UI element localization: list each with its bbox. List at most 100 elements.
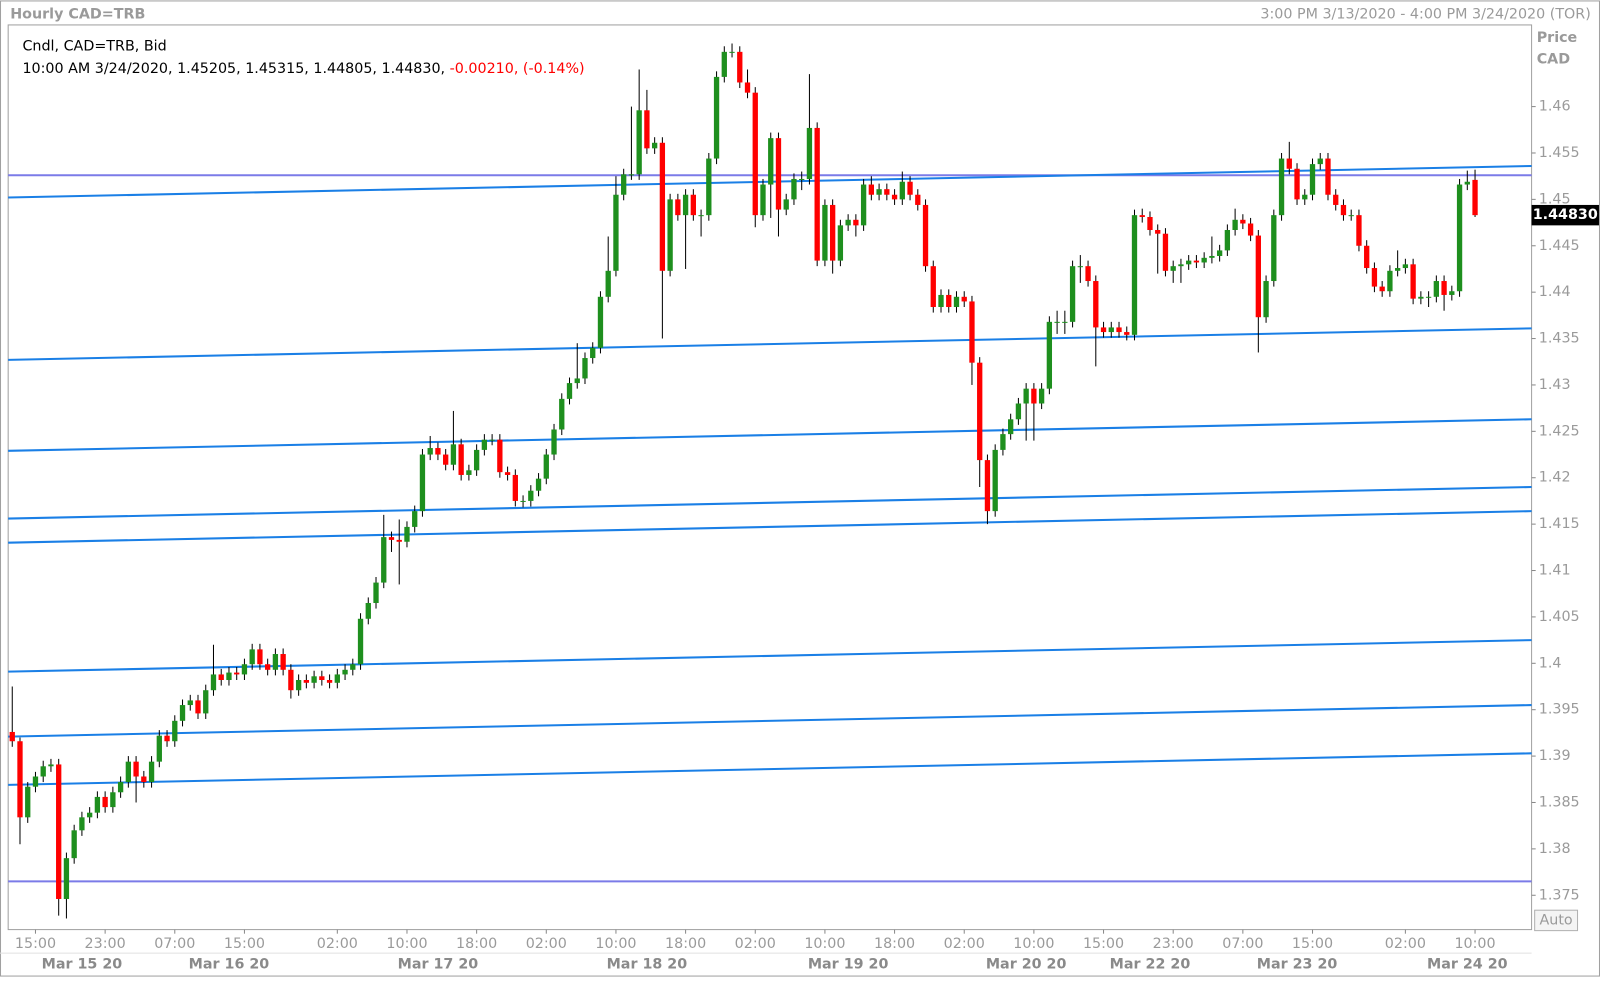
candle-body: [690, 194, 696, 216]
date-label: Mar 16 20: [189, 956, 270, 972]
candle-body: [210, 674, 217, 691]
candle-body: [535, 478, 542, 491]
x-tick-label: 10:00: [804, 936, 845, 952]
candle-body: [845, 219, 851, 226]
x-tick-label: 07:00: [154, 936, 195, 952]
candle-body: [1031, 388, 1037, 404]
candle-body: [907, 181, 913, 195]
x-tick-label: 15:00: [224, 936, 265, 952]
y-tick-label: 1.43: [1539, 377, 1571, 393]
candle-body: [1449, 291, 1455, 295]
candle-body: [884, 189, 890, 195]
x-tick-label: 10:00: [1454, 936, 1495, 952]
candle-body: [713, 76, 720, 159]
candle-body: [582, 358, 588, 379]
candle-body: [1309, 164, 1316, 195]
x-tick-label: 15:00: [1083, 936, 1124, 952]
candle-body: [1441, 281, 1447, 295]
y-tick-label: 1.45: [1539, 191, 1571, 207]
legend-change: -0.00210, (-0.14%): [450, 61, 585, 77]
candle-body: [1240, 219, 1246, 224]
candle-body: [961, 296, 967, 302]
x-tick-label: 15:00: [1292, 936, 1333, 952]
y-tick-label: 1.38: [1539, 841, 1571, 857]
candle-body: [9, 731, 15, 742]
candle-body: [1348, 215, 1354, 217]
candle-body: [969, 301, 975, 363]
y-tick-label: 1.445: [1539, 238, 1580, 254]
candle-body: [25, 786, 31, 818]
candle-body: [775, 138, 782, 210]
candle-body: [837, 225, 844, 261]
scale-button-label[interactable]: Auto: [1540, 912, 1573, 928]
candle-body: [953, 296, 960, 308]
candle-body: [1155, 229, 1161, 234]
candle-body: [1464, 181, 1470, 185]
candle-body: [489, 439, 495, 441]
candle-body: [806, 127, 813, 179]
candle-body: [295, 680, 302, 691]
candle-body: [1116, 327, 1122, 333]
candle-body: [737, 51, 743, 83]
candle-body: [1302, 194, 1308, 200]
candle-body: [71, 830, 77, 859]
candle-body: [1015, 403, 1022, 420]
candle-body: [698, 215, 704, 217]
candle-body: [1232, 219, 1238, 230]
candle-body: [566, 383, 573, 399]
candle-body: [1170, 266, 1176, 271]
candle-body: [605, 270, 611, 297]
date-label: Mar 18 20: [607, 956, 688, 972]
candle-body: [234, 672, 240, 675]
candle-body: [590, 347, 596, 359]
candle-body: [32, 776, 39, 787]
date-label: Mar 17 20: [398, 956, 479, 972]
candle-body: [342, 669, 348, 675]
candle-body: [721, 51, 727, 77]
candle-body: [1472, 179, 1478, 216]
candle-body: [636, 110, 642, 175]
candle-body: [303, 680, 310, 683]
y-tick-label: 1.405: [1539, 609, 1580, 625]
candle-body: [350, 664, 356, 670]
candle-body: [1371, 268, 1378, 287]
date-label: Mar 22 20: [1110, 956, 1191, 972]
candle-body: [1077, 266, 1083, 268]
candle-body: [1418, 296, 1424, 299]
x-tick-label: 10:00: [1013, 936, 1054, 952]
x-tick-label: 18:00: [456, 936, 497, 952]
candle-body: [373, 582, 379, 603]
candle-body: [1425, 296, 1432, 298]
candle-body: [868, 184, 875, 195]
candle-body: [853, 219, 859, 226]
candle-body: [86, 812, 93, 818]
candle-body: [1379, 286, 1385, 292]
trend-line: [8, 327, 1532, 361]
candle-body: [1456, 184, 1463, 292]
candle-body: [930, 266, 936, 308]
candle-body: [1224, 229, 1231, 251]
candle-body: [543, 454, 549, 479]
candle-body: [559, 398, 565, 430]
candle-body: [899, 181, 905, 200]
candle-body: [1131, 215, 1138, 335]
y-axis-label: Price: [1537, 30, 1578, 46]
candle-body: [1286, 158, 1292, 169]
candle-body: [1046, 321, 1053, 389]
date-label: Mar 19 20: [808, 956, 889, 972]
candle-body: [729, 51, 735, 53]
scale-button[interactable]: [1534, 909, 1579, 932]
x-tick-label: 23:00: [1153, 936, 1194, 952]
candle-body: [1263, 281, 1269, 318]
x-tick-label: 02:00: [1385, 936, 1426, 952]
candle-body: [1201, 257, 1207, 263]
candle-body: [1333, 194, 1339, 205]
x-tick-label: 07:00: [1222, 936, 1263, 952]
candle-body: [443, 454, 449, 465]
candle-body: [357, 618, 364, 665]
candle-body: [791, 178, 797, 200]
legend-header: Cndl, CAD=TRB, Bid: [22, 38, 166, 54]
candle-body: [288, 669, 294, 691]
candle-body: [1147, 217, 1153, 230]
